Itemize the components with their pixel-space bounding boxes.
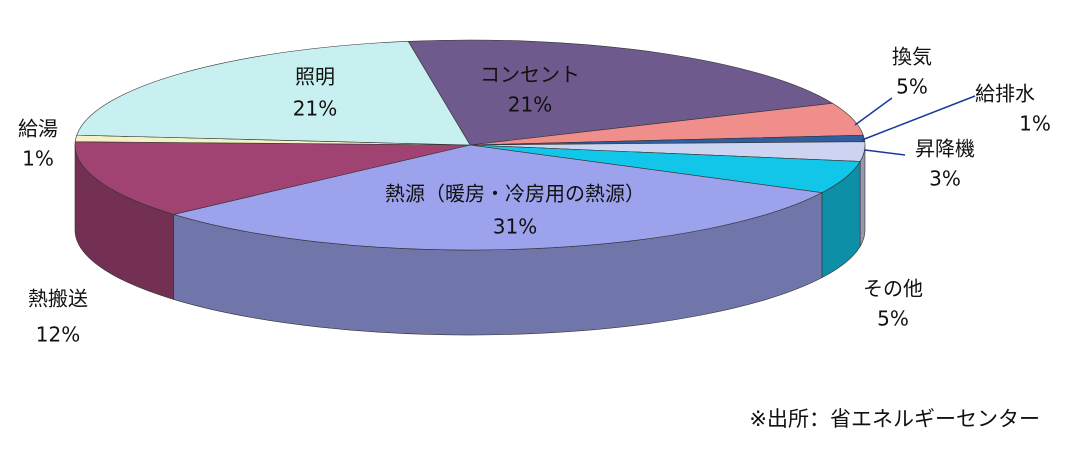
category-label: 昇降機 [915, 137, 975, 161]
category-label: 給湯 [18, 117, 58, 141]
leader-line [854, 97, 893, 126]
source-note: ※出所：省エネルギーセンター [749, 407, 1040, 431]
value-label: 31% [493, 215, 537, 239]
pie-sides [74, 144, 866, 336]
leader-line [861, 95, 976, 141]
leader-line [864, 149, 906, 156]
value-label: 3% [929, 167, 961, 191]
category-label: コンセント [480, 63, 580, 87]
category-label: その他 [863, 277, 923, 301]
slice [74, 141, 471, 215]
leader-lines [854, 95, 976, 156]
pie-tops [74, 39, 866, 251]
slice [407, 39, 834, 146]
value-label: 21% [508, 93, 552, 117]
value-label: 1% [1019, 112, 1051, 136]
value-label: 12% [36, 323, 80, 347]
value-label: 1% [22, 147, 54, 171]
category-label: 熱源（暖房・冷房用の熱源） [385, 182, 645, 206]
category-label: 給排水 [975, 82, 1035, 106]
value-label: 5% [877, 307, 909, 331]
category-label: 照明 [295, 65, 335, 89]
labels: コンセント 21% 換気 5% 給排水 1% 昇降機 3% その他 5% 熱源（暖房・冷房用の熱源）… [18, 45, 1051, 347]
category-label: 熱搬送 [28, 287, 88, 311]
value-label: 21% [293, 97, 337, 121]
slice [76, 40, 471, 146]
value-label: 5% [896, 75, 928, 99]
slice [172, 144, 823, 251]
category-label: 換気 [892, 45, 932, 69]
